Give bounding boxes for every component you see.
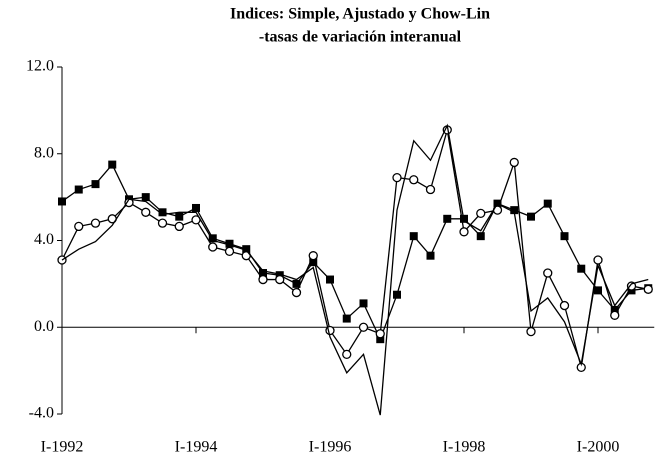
marker-square <box>543 199 552 208</box>
marker-circle <box>526 326 536 337</box>
marker-square <box>527 212 535 221</box>
marker-square <box>476 232 485 241</box>
marker-circle <box>141 207 151 217</box>
x-tick-label: I-1998 <box>443 439 486 456</box>
marker-circle <box>358 322 369 332</box>
marker-square <box>376 335 385 344</box>
marker-square <box>208 234 217 243</box>
marker-square <box>158 208 167 217</box>
series-line <box>61 129 649 368</box>
y-tick-label: -4.0 <box>29 405 54 422</box>
marker-square <box>259 269 267 278</box>
x-tick-label: I-1992 <box>41 439 84 456</box>
marker-square <box>610 305 619 314</box>
x-tick-label: I-1994 <box>175 439 218 456</box>
marker-circle <box>559 300 570 311</box>
marker-square <box>225 239 234 248</box>
marker-square <box>91 180 100 189</box>
y-tick-label: 4.0 <box>34 231 54 248</box>
marker-circle <box>90 218 101 228</box>
marker-circle <box>258 274 268 285</box>
x-tick-label: I-1996 <box>309 439 352 456</box>
x-tick-label: I-2000 <box>577 439 620 456</box>
marker-circle <box>610 310 620 320</box>
marker-circle <box>124 197 134 208</box>
y-tick-label: 8.0 <box>34 144 54 161</box>
marker-circle <box>342 349 352 360</box>
marker-square <box>58 197 66 206</box>
marker-square <box>393 290 401 299</box>
marker-circle <box>626 281 637 291</box>
marker-circle <box>208 242 218 252</box>
marker-square <box>242 245 251 254</box>
marker-square <box>443 214 452 223</box>
marker-square <box>326 275 334 284</box>
marker-square <box>409 232 418 241</box>
y-tick-label: 12.0 <box>26 58 54 75</box>
marker-square <box>359 299 368 308</box>
marker-circle <box>459 227 469 237</box>
marker-square <box>175 212 184 221</box>
marker-square <box>292 279 301 288</box>
marker-circle <box>308 251 318 261</box>
marker-circle <box>476 208 486 219</box>
marker-circle <box>425 184 436 195</box>
marker-circle <box>543 268 553 278</box>
marker-square <box>342 314 351 323</box>
series-line <box>61 163 649 341</box>
y-tick-label: 0.0 <box>34 318 54 335</box>
marker-square <box>108 160 117 169</box>
marker-circle <box>291 287 302 298</box>
marker-square <box>309 258 318 267</box>
marker-square <box>192 203 200 212</box>
marker-circle <box>375 329 385 339</box>
marker-square <box>594 286 602 295</box>
marker-square <box>141 193 150 202</box>
marker-circle <box>157 218 168 228</box>
marker-circle <box>509 157 519 168</box>
marker-circle <box>174 221 184 232</box>
marker-circle <box>275 274 285 285</box>
chart-title: Indices: Simple, Ajustado y Chow-Lin <box>230 6 490 23</box>
marker-circle <box>409 175 419 185</box>
marker-square <box>577 264 586 273</box>
marker-circle <box>643 284 653 294</box>
marker-square <box>74 185 83 194</box>
marker-circle <box>224 246 235 256</box>
marker-circle <box>392 172 402 183</box>
marker-square <box>510 206 519 215</box>
marker-circle <box>74 221 84 232</box>
series-line <box>61 123 649 416</box>
marker-circle <box>593 255 603 265</box>
marker-square <box>560 232 569 241</box>
marker-square <box>426 251 435 260</box>
chart-subtitle: -tasas de variación interanual <box>259 29 462 46</box>
